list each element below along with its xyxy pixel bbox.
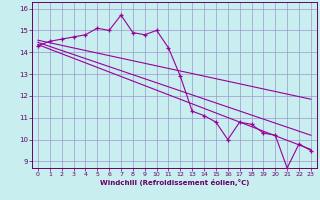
X-axis label: Windchill (Refroidissement éolien,°C): Windchill (Refroidissement éolien,°C) — [100, 179, 249, 186]
